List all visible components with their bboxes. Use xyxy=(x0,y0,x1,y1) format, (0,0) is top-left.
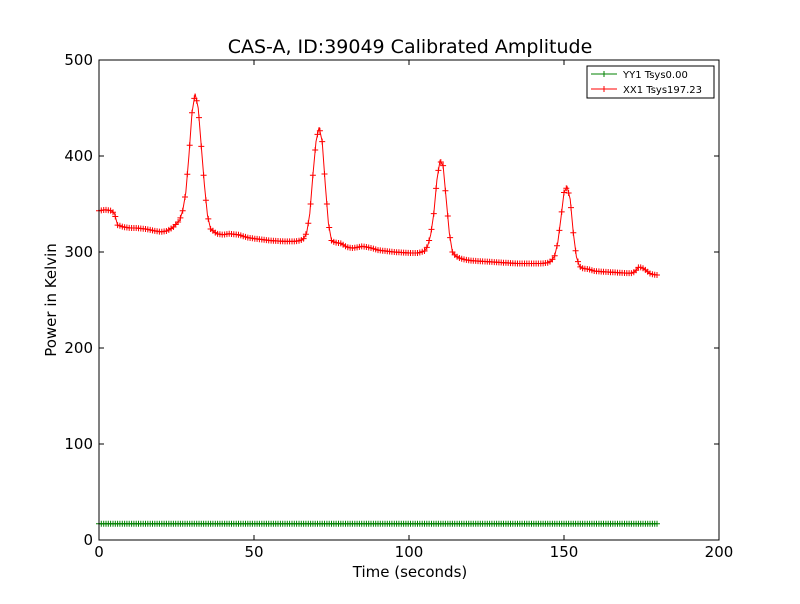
data-point xyxy=(428,226,435,233)
legend-entry: YY1 Tsys0.00 xyxy=(591,70,688,81)
y-tick-label: 400 xyxy=(64,147,93,165)
x-axis-label: Time (seconds) xyxy=(352,563,468,581)
data-point xyxy=(437,159,444,165)
data-point xyxy=(198,143,205,150)
data-point xyxy=(558,208,565,215)
data-point xyxy=(423,244,430,251)
data-point xyxy=(326,224,333,231)
data-point xyxy=(182,194,188,200)
data-point xyxy=(110,209,116,216)
data-point xyxy=(202,197,209,204)
data-point xyxy=(551,252,558,259)
y-tick-label: 300 xyxy=(64,243,93,261)
legend-marker xyxy=(601,86,607,92)
data-point xyxy=(309,172,316,179)
series-0 xyxy=(96,520,660,527)
axes-layer: 0 50 100 150 200 0 100 200 300 400 500 xyxy=(64,51,733,561)
data-point xyxy=(205,215,212,222)
series-markers xyxy=(96,95,660,278)
x-tick-label: 0 xyxy=(94,543,104,561)
x-tick-label: 100 xyxy=(395,543,424,561)
data-point xyxy=(186,142,193,149)
data-point xyxy=(654,520,660,527)
data-point xyxy=(563,185,570,192)
data-point xyxy=(572,247,579,254)
data-point xyxy=(444,213,451,219)
data-point xyxy=(549,256,556,263)
y-tick-label: 0 xyxy=(83,531,93,549)
data-point xyxy=(426,237,433,244)
plot-frame xyxy=(98,59,720,541)
data-point xyxy=(570,229,577,236)
data-point xyxy=(575,258,581,265)
data-point xyxy=(447,234,454,241)
series-markers xyxy=(96,520,660,527)
legend-entry: XX1 Tsys197.23 xyxy=(591,85,702,96)
data-point xyxy=(193,97,200,104)
data-point xyxy=(654,272,660,278)
x-tick-label: 200 xyxy=(705,543,734,561)
data-point xyxy=(316,127,323,134)
data-point xyxy=(300,235,307,242)
legend-label: XX1 Tsys197.23 xyxy=(623,85,702,96)
legend: YY1 Tsys0.00 XX1 Tsys197.23 xyxy=(586,65,715,99)
data-point xyxy=(421,248,428,254)
data-point xyxy=(430,210,437,217)
data-point xyxy=(321,171,328,177)
legend-marker xyxy=(601,71,607,77)
data-point xyxy=(556,227,563,234)
data-point xyxy=(196,114,202,121)
x-tick-label: 150 xyxy=(550,543,579,561)
data-point xyxy=(442,187,449,194)
data-point xyxy=(175,219,182,225)
data-point xyxy=(554,242,560,249)
data-point xyxy=(314,131,321,138)
x-tick-label: 50 xyxy=(244,543,263,561)
data-point xyxy=(200,172,207,179)
data-point xyxy=(440,162,447,169)
data-point xyxy=(433,185,440,192)
chart-title: CAS-A, ID:39049 Calibrated Amplitude xyxy=(228,36,593,58)
data-point xyxy=(323,201,330,207)
data-point xyxy=(177,214,184,221)
data-point xyxy=(302,231,309,238)
data-point xyxy=(307,201,314,207)
data-point xyxy=(312,147,319,153)
data-point xyxy=(305,220,312,227)
y-axis-label: Power in Kelvin xyxy=(42,243,60,357)
data-point xyxy=(184,171,191,178)
y-tick-label: 200 xyxy=(64,339,93,357)
data-point xyxy=(189,109,195,116)
y-tick-label: 500 xyxy=(64,51,93,69)
data-point xyxy=(565,190,572,196)
data-point xyxy=(435,167,442,174)
data-point xyxy=(568,204,574,211)
data-point xyxy=(112,213,119,220)
legend-label: YY1 Tsys0.00 xyxy=(622,70,688,81)
y-tick-label: 100 xyxy=(64,435,93,453)
data-point xyxy=(319,138,326,145)
legend-box xyxy=(586,65,715,99)
series-1 xyxy=(96,93,660,278)
series-layer xyxy=(96,93,660,527)
data-point xyxy=(179,207,186,214)
